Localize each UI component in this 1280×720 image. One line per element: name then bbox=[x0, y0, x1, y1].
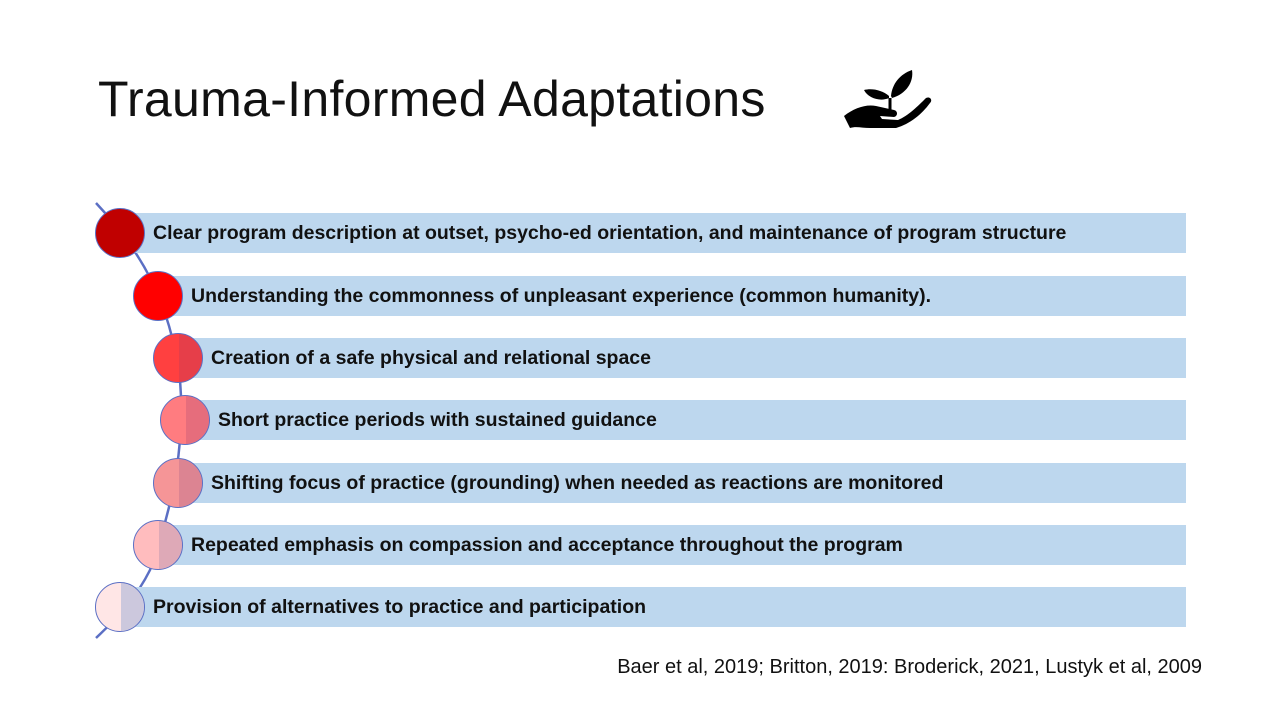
list-item-text: Short practice periods with sustained gu… bbox=[218, 409, 657, 431]
list-item-text: Repeated emphasis on compassion and acce… bbox=[191, 534, 903, 556]
list-item-bar bbox=[120, 587, 1186, 627]
list-item-text: Understanding the commonness of unpleasa… bbox=[191, 285, 932, 307]
list-item-bar bbox=[158, 525, 1186, 565]
hand-holding-plant-icon bbox=[844, 70, 932, 128]
list-item-text: Provision of alternatives to practice an… bbox=[153, 596, 647, 618]
list-item-bar bbox=[178, 338, 1186, 378]
list-item-bar bbox=[120, 213, 1186, 253]
list-item-bullet-circle bbox=[95, 582, 145, 632]
list-item-bullet-circle bbox=[133, 271, 183, 321]
citation: Baer et al, 2019; Britton, 2019: Broderi… bbox=[617, 656, 1202, 678]
list-item-bullet-circle bbox=[133, 520, 183, 570]
list-item-bullet-circle bbox=[153, 458, 203, 508]
list-item-bar bbox=[185, 400, 1186, 440]
slide-title: Trauma-Informed Adaptations bbox=[98, 71, 766, 127]
list-item-bullet-circle bbox=[160, 395, 210, 445]
list-item-bullet-circle bbox=[95, 208, 145, 258]
list-item-text: Creation of a safe physical and relation… bbox=[211, 347, 651, 369]
list-item-bullet-circle bbox=[153, 333, 203, 383]
list-item-text: Shifting focus of practice (grounding) w… bbox=[211, 472, 944, 494]
list-item-bar bbox=[178, 463, 1186, 503]
list-item-text: Clear program description at outset, psy… bbox=[153, 222, 1067, 244]
list-item-bar bbox=[158, 276, 1186, 316]
